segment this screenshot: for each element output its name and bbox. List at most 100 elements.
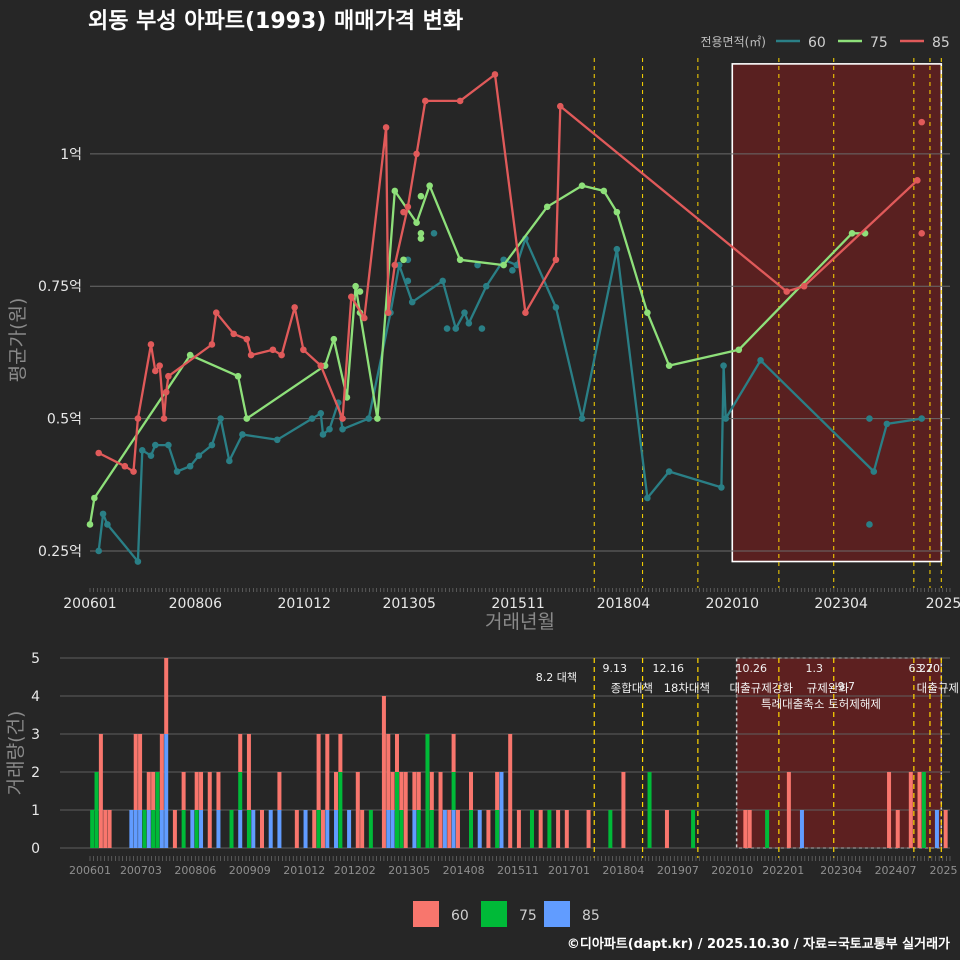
event-date-label: 8.2 대책 bbox=[536, 671, 577, 684]
data-point-85 bbox=[152, 367, 159, 375]
volume-bar-60 bbox=[390, 772, 395, 810]
data-point-85 bbox=[247, 351, 255, 359]
data-point-85 bbox=[800, 282, 808, 290]
event-date-label: 3.20 bbox=[916, 662, 941, 675]
x-tick-label: 202304 bbox=[814, 596, 868, 612]
volume-bar-60 bbox=[103, 810, 108, 848]
data-point-60 bbox=[173, 468, 181, 475]
volume-bar-75 bbox=[547, 810, 552, 848]
data-point-60 bbox=[720, 362, 727, 369]
volume-bar-60 bbox=[429, 772, 434, 810]
volume-bar-75 bbox=[647, 772, 652, 848]
data-point-85 bbox=[212, 309, 220, 317]
volume-bar-85 bbox=[451, 810, 456, 848]
data-point-85 bbox=[783, 288, 791, 295]
volume-bar-75 bbox=[469, 810, 474, 848]
bar-x-tick-label: 201701 bbox=[548, 864, 590, 877]
data-point-60 bbox=[613, 245, 621, 253]
bar-legend-label-75: 75 bbox=[519, 908, 537, 924]
data-point-85 bbox=[147, 341, 155, 348]
data-point-75 bbox=[374, 415, 381, 422]
volume-bar-85 bbox=[216, 810, 221, 848]
volume-bar-60 bbox=[381, 696, 386, 848]
volume-bar-85 bbox=[303, 810, 308, 848]
data-point-60 bbox=[482, 282, 490, 290]
x-tick-label: 2025 bbox=[926, 596, 960, 612]
bar-legend-swatch-75 bbox=[481, 901, 507, 927]
data-point-75 bbox=[426, 182, 433, 189]
volume-bar-75 bbox=[368, 810, 373, 848]
volume-bar-60 bbox=[260, 810, 264, 848]
data-point-85 bbox=[382, 124, 390, 131]
bar-x-tick-label: 201804 bbox=[602, 864, 644, 877]
y-tick-label: 0.25억 bbox=[38, 544, 82, 560]
data-point-75 bbox=[456, 256, 464, 264]
bar-x-tick-label: 202201 bbox=[762, 864, 804, 877]
data-point-75 bbox=[330, 335, 338, 343]
extra-point-60 bbox=[509, 267, 516, 274]
volume-bar-60 bbox=[334, 772, 339, 810]
extra-point-85 bbox=[918, 118, 925, 126]
data-point-75 bbox=[91, 494, 98, 502]
volume-bar-85 bbox=[268, 810, 273, 848]
volume-bar-60 bbox=[146, 772, 151, 810]
data-point-60 bbox=[147, 452, 155, 459]
data-point-60 bbox=[665, 468, 673, 475]
data-point-60 bbox=[718, 484, 725, 491]
volume-bar-60 bbox=[98, 734, 103, 848]
data-point-75 bbox=[500, 261, 507, 269]
volume-bar-85 bbox=[325, 810, 330, 848]
volume-bar-85 bbox=[277, 810, 282, 848]
highlight-region bbox=[731, 63, 943, 563]
data-point-60 bbox=[134, 558, 142, 565]
data-point-60 bbox=[552, 304, 560, 311]
volume-bar-75 bbox=[151, 810, 156, 848]
data-point-60 bbox=[217, 415, 224, 422]
volume-bar-60 bbox=[412, 772, 417, 810]
data-point-60 bbox=[578, 415, 586, 422]
data-point-85 bbox=[162, 388, 170, 396]
bar-y-axis-title: 거래량(건) bbox=[5, 711, 27, 796]
data-point-60 bbox=[308, 415, 316, 422]
volume-bar-75 bbox=[495, 810, 500, 848]
y-tick-label: 0.5억 bbox=[47, 412, 82, 428]
legend-label-75: 75 bbox=[870, 35, 888, 51]
legend-label-60: 60 bbox=[808, 35, 826, 51]
data-point-85 bbox=[914, 177, 921, 184]
volume-bar-60 bbox=[786, 772, 791, 848]
data-point-85 bbox=[269, 346, 277, 354]
volume-bar-60 bbox=[455, 810, 460, 848]
event-name-label: 특례대출축소 토허제해제 bbox=[761, 697, 881, 711]
volume-bar-85 bbox=[499, 772, 504, 848]
bar-y-tick-label: 5 bbox=[31, 651, 40, 667]
bar-x-tick-label: 200601 bbox=[69, 864, 111, 877]
volume-bar-60 bbox=[164, 658, 169, 734]
x-tick-label: 200806 bbox=[169, 596, 223, 612]
volume-bar-60 bbox=[495, 772, 500, 810]
data-point-85 bbox=[160, 415, 168, 422]
volume-bar-75 bbox=[229, 810, 234, 848]
data-point-85 bbox=[491, 71, 499, 78]
volume-bar-60 bbox=[516, 810, 521, 848]
volume-bar-60 bbox=[199, 772, 204, 810]
bar-x-tick-label: 201012 bbox=[283, 864, 325, 877]
legend-title: 전용면적(㎡) bbox=[700, 35, 766, 49]
data-point-60 bbox=[226, 457, 233, 465]
volume-bar-75 bbox=[238, 772, 243, 810]
data-point-85 bbox=[317, 362, 325, 369]
data-point-75 bbox=[352, 282, 359, 290]
volume-bar-60 bbox=[394, 734, 399, 772]
extra-point-60 bbox=[474, 261, 481, 269]
bar-x-tick-label: 200909 bbox=[229, 864, 271, 877]
volume-bar-60 bbox=[664, 810, 669, 848]
volume-bar-75 bbox=[608, 810, 613, 848]
volume-bar-60 bbox=[586, 810, 591, 848]
volume-bar-60 bbox=[194, 772, 199, 810]
event-date-label: 10.26 bbox=[736, 662, 768, 675]
volume-bar-60 bbox=[246, 734, 251, 810]
data-point-60 bbox=[339, 425, 346, 433]
volume-bar-75 bbox=[246, 810, 251, 848]
volume-bar-75 bbox=[416, 810, 421, 848]
